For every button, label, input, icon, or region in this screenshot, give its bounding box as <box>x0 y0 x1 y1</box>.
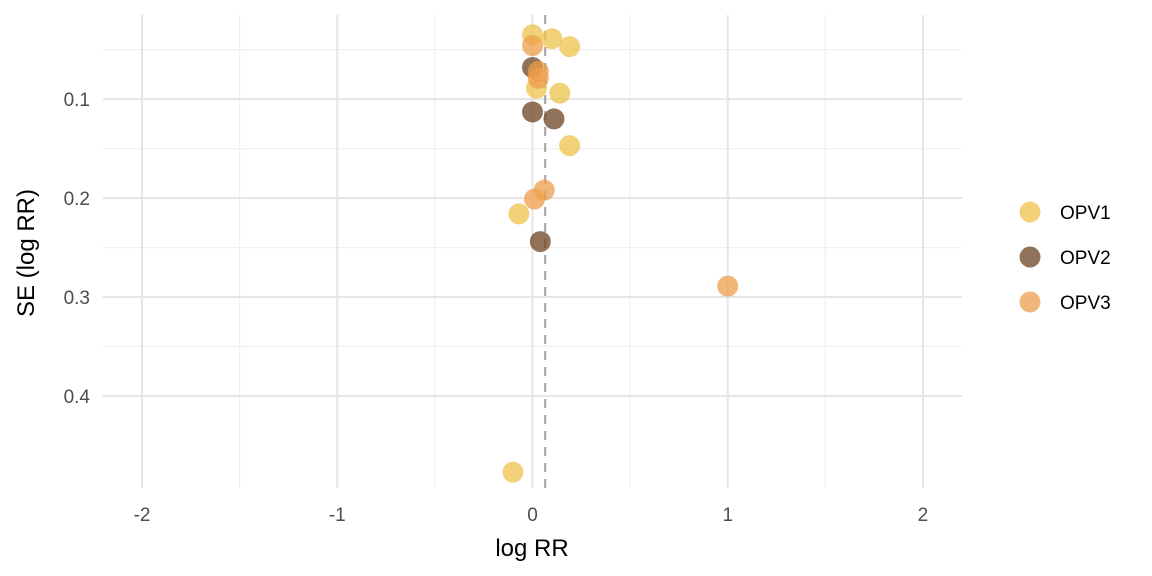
y-axis-tick-labels: 0.1 0.2 0.3 0.4 <box>64 90 91 408</box>
legend-label-opv3: OPV3 <box>1060 293 1111 314</box>
y-tick-label: 0.2 <box>64 189 90 210</box>
y-tick-label: 0.4 <box>64 387 91 408</box>
legend-key-opv3 <box>1019 291 1041 313</box>
x-tick-label: -1 <box>329 505 346 526</box>
point-opv2 <box>522 101 543 123</box>
legend-label-opv2: OPV2 <box>1060 248 1111 269</box>
legend: OPV1 OPV2 OPV3 <box>1019 201 1111 314</box>
point-opv3 <box>523 188 545 210</box>
y-tick-label: 0.1 <box>64 90 90 111</box>
point-opv1 <box>559 135 581 157</box>
point-opv1 <box>508 203 530 225</box>
point-opv3 <box>527 67 549 89</box>
legend-label-opv1: OPV1 <box>1060 203 1111 224</box>
point-opv3 <box>717 275 739 297</box>
point-opv1 <box>502 461 524 483</box>
data-points <box>502 24 739 483</box>
y-axis-title: SE (log RR) <box>13 189 40 317</box>
legend-key-opv1 <box>1019 201 1041 223</box>
x-axis-tick-labels: -2 -1 0 1 2 <box>134 505 929 526</box>
y-tick-label: 0.3 <box>64 288 90 309</box>
x-tick-label: 2 <box>918 505 929 526</box>
x-tick-label: 1 <box>722 505 733 526</box>
point-opv2 <box>529 231 551 253</box>
point-opv3 <box>522 35 543 57</box>
point-opv1 <box>549 82 571 104</box>
legend-key-opv2 <box>1019 246 1041 268</box>
x-tick-label: 0 <box>527 505 538 526</box>
point-opv2 <box>543 108 565 130</box>
point-opv1 <box>541 28 563 50</box>
x-axis-title: log RR <box>495 535 568 562</box>
point-opv1 <box>559 36 581 58</box>
x-tick-label: -2 <box>134 505 151 526</box>
